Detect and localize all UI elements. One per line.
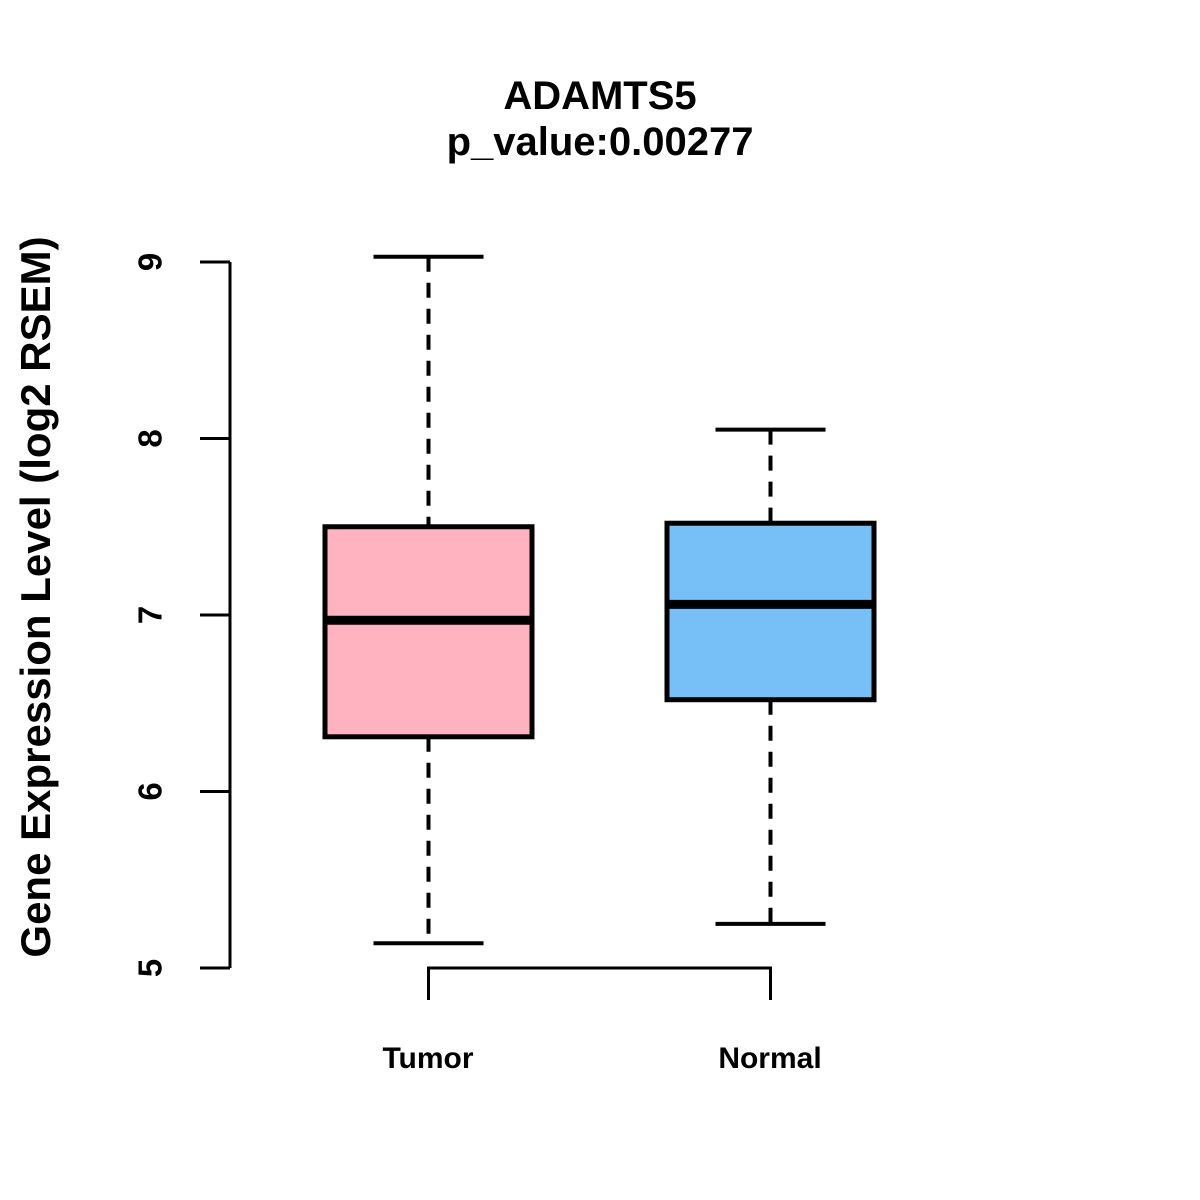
- x-axis-line: [427, 966, 772, 1000]
- y-axis-label: Gene Expression Level (log2 RSEM): [12, 236, 59, 958]
- chart-subtitle-pvalue: p_value:0.00277: [446, 120, 754, 164]
- y-tick-label: 8: [132, 429, 169, 447]
- x-label-normal: Normal: [718, 1042, 822, 1075]
- y-tick-label: 7: [132, 606, 169, 624]
- tumor-iqr-box: [322, 524, 535, 740]
- chart-title: ADAMTS5: [503, 74, 697, 118]
- y-tick-label: 6: [132, 782, 169, 800]
- normal-iqr-box: [664, 520, 877, 703]
- y-tick-label: 5: [132, 959, 169, 977]
- y-tick-label: 9: [132, 253, 169, 271]
- x-label-tumor: Tumor: [382, 1042, 474, 1075]
